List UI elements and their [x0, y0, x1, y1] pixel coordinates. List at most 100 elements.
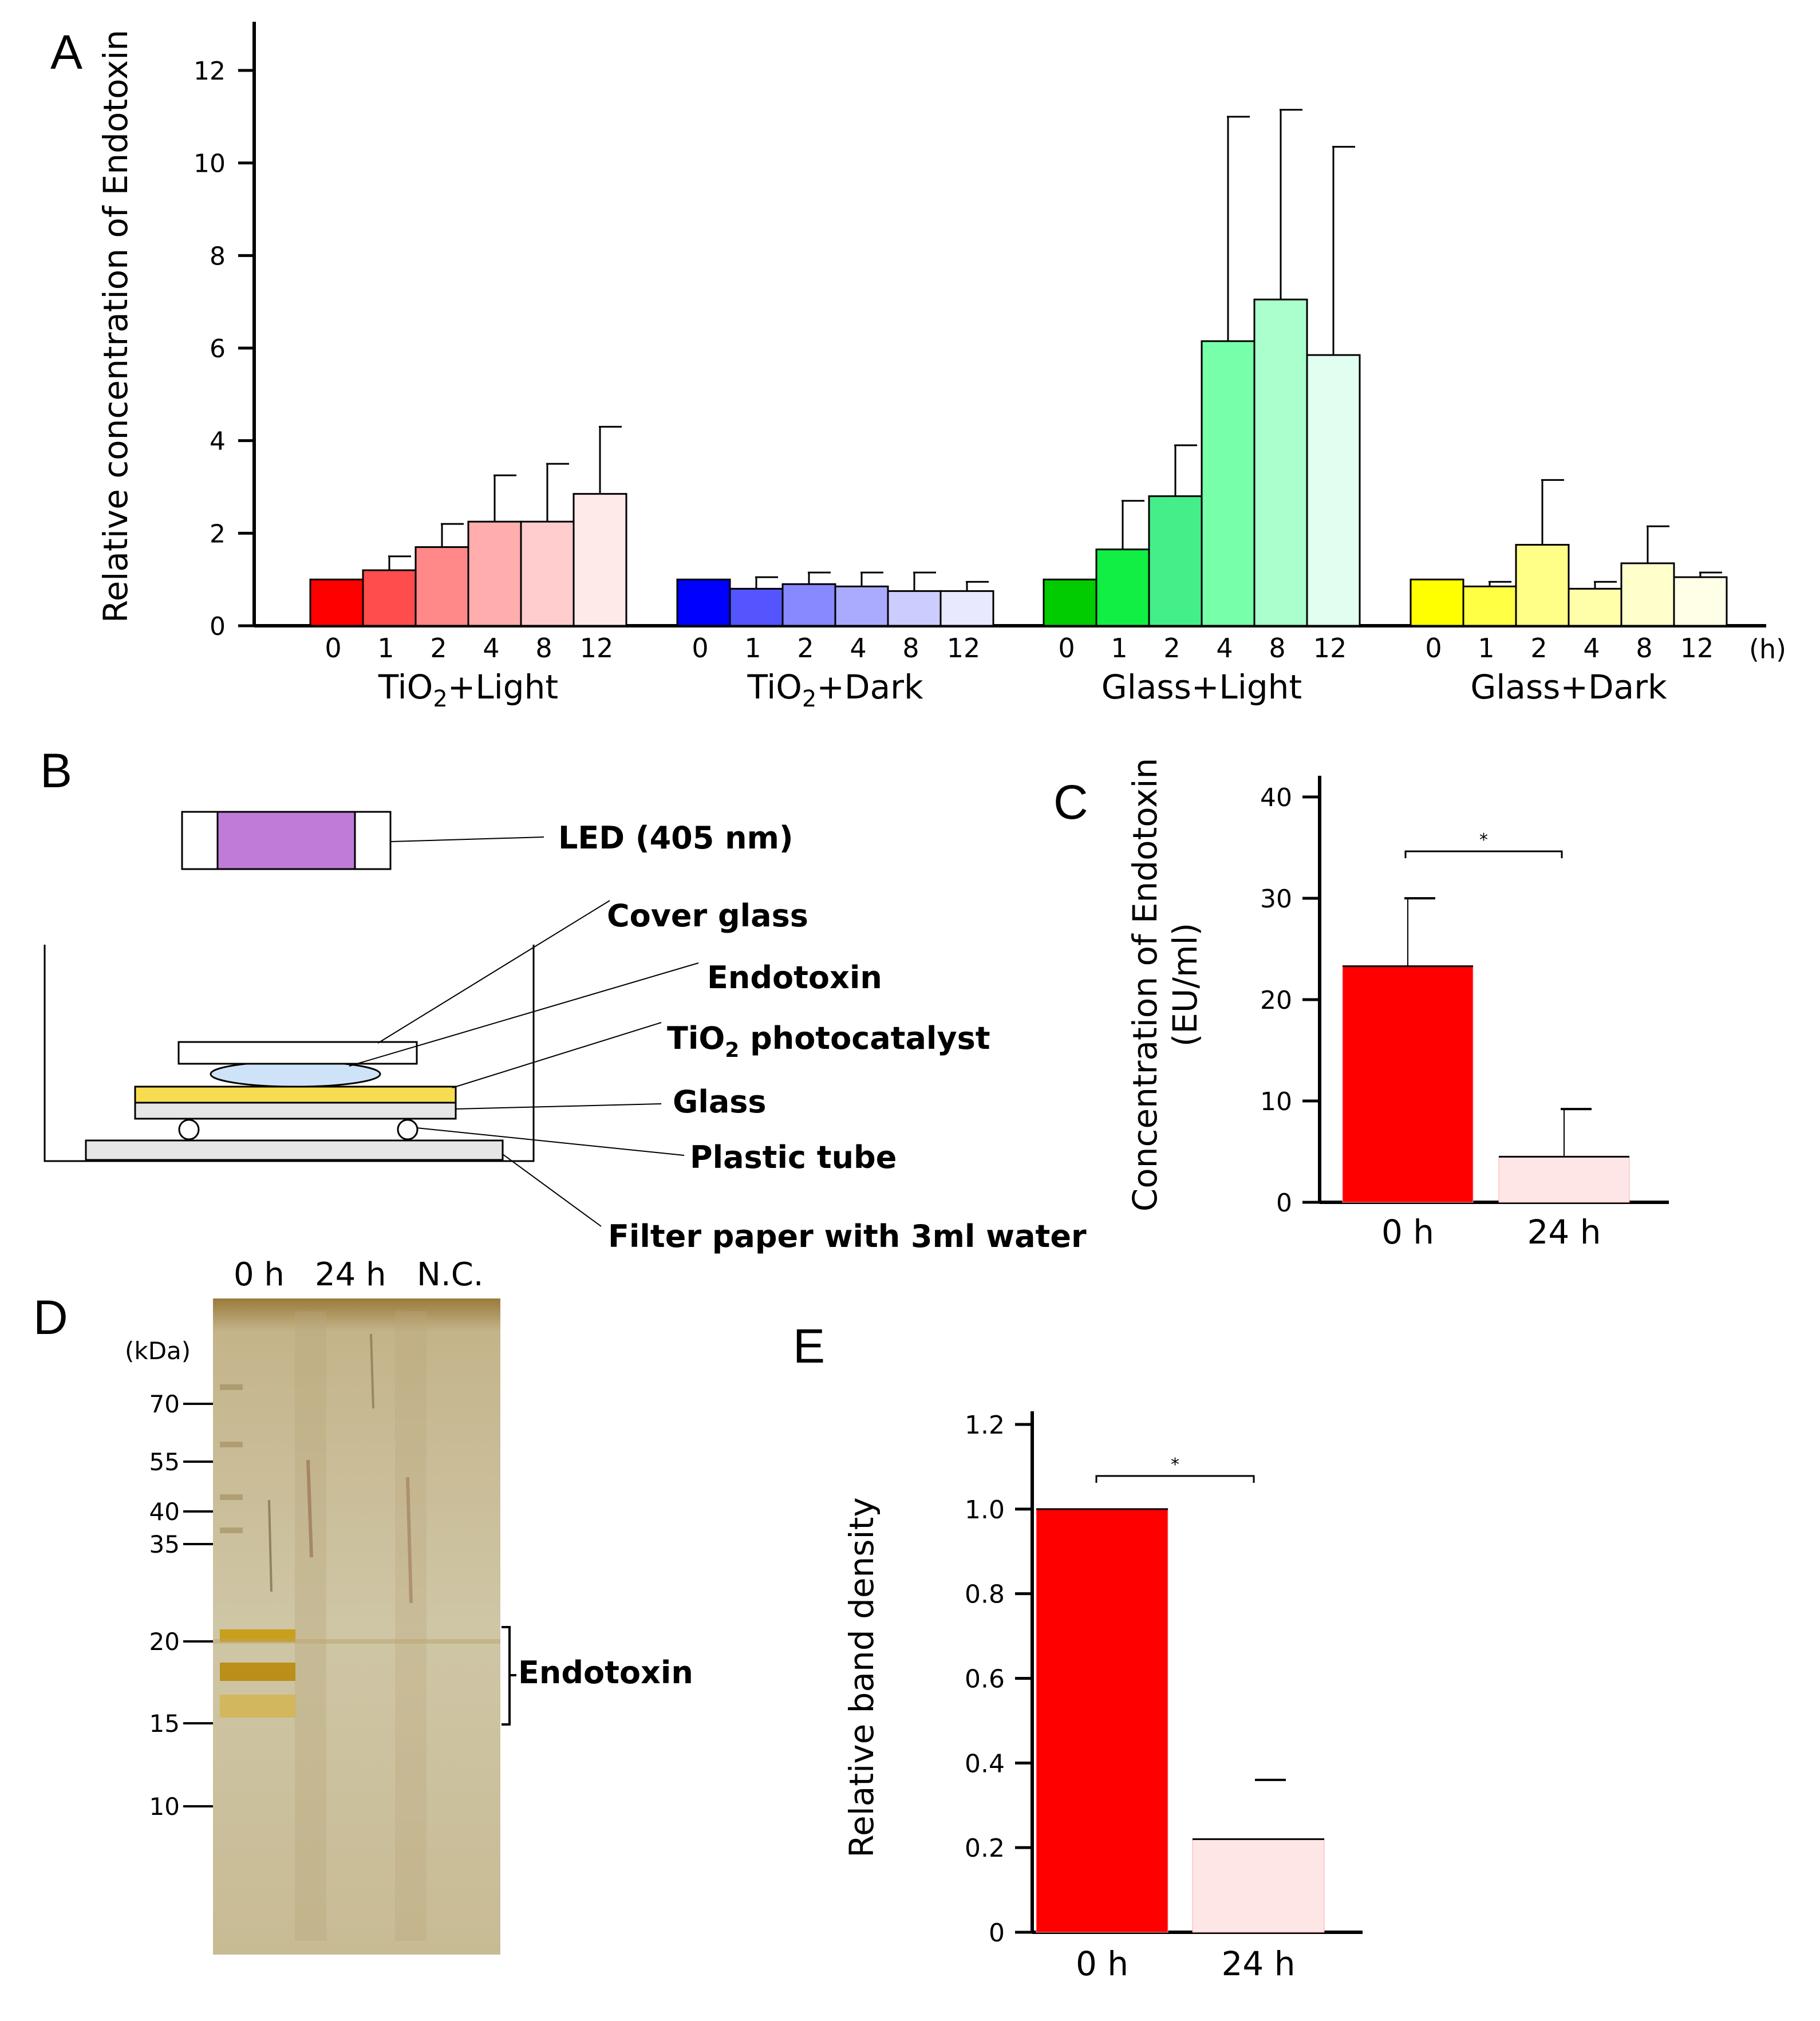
- bar: [1342, 966, 1474, 1203]
- bar: [1253, 298, 1308, 627]
- mw-marker-label: 20: [149, 1628, 180, 1656]
- label-filter-paper: Filter paper with 3ml water: [608, 1218, 1087, 1254]
- x-unit-label: (h): [1749, 634, 1786, 665]
- bar: [1462, 585, 1517, 627]
- group-label: Glass+Dark: [1470, 668, 1667, 706]
- panel-label-d: D: [33, 1290, 68, 1344]
- bar: [1515, 544, 1570, 627]
- endotoxin-band: [220, 1695, 295, 1718]
- mw-marker-label: 35: [149, 1530, 180, 1558]
- bar: [414, 546, 469, 627]
- mw-unit-label: (kDa): [125, 1337, 191, 1365]
- plastic-tube-left: [178, 1119, 200, 1140]
- y-tick-label: 0: [989, 1919, 1005, 1948]
- y-axis-title: Relative concentration of Endotoxin: [96, 30, 135, 623]
- x-tick-label: 8: [1636, 633, 1652, 664]
- y-tick-label: 0: [1276, 1189, 1292, 1218]
- y-tick-label: 30: [1260, 885, 1292, 914]
- endotoxin-band: [220, 1663, 295, 1681]
- bar: [1043, 578, 1097, 627]
- significance-marker: *: [1171, 1455, 1179, 1475]
- lane-label: 24 h: [315, 1256, 386, 1293]
- bar: [1036, 1509, 1168, 1933]
- bar: [781, 583, 836, 627]
- x-tick-label: 4: [850, 633, 866, 664]
- y-tick-label: 0.8: [965, 1580, 1005, 1609]
- x-tick-label: 8: [1269, 633, 1285, 664]
- bar: [1148, 495, 1203, 627]
- gel-image: 0 h 24 h N.C. (kDa) 70 55 40 35 20 15 10 Endot…: [125, 1256, 693, 1955]
- y-tick-label: 2: [210, 519, 226, 548]
- x-tick-label: 1: [377, 633, 394, 664]
- y-axis-title: Concentration of Endotoxin: [1126, 758, 1164, 1211]
- panel-label-e: E: [793, 1319, 825, 1373]
- significance-bracket: [1404, 850, 1563, 858]
- mw-marker-label: 15: [149, 1710, 180, 1738]
- y-tick-label: 0.6: [965, 1665, 1005, 1694]
- mw-marker-label: 40: [149, 1498, 180, 1526]
- y-tick-label: 6: [210, 334, 226, 364]
- label-cover-glass: Cover glass: [607, 898, 808, 934]
- bar: [887, 590, 942, 627]
- x-tick-label: 2: [1163, 633, 1180, 664]
- container: [44, 945, 535, 1162]
- group-label: Glass+Light: [1102, 668, 1302, 706]
- label-glass: Glass: [673, 1084, 767, 1120]
- x-tick-label: 1: [744, 633, 761, 664]
- group-label: TiO2+Dark: [747, 668, 923, 712]
- x-tick-label: 0: [1425, 633, 1442, 664]
- x-tick-label: 12: [1313, 633, 1347, 664]
- bar: [1410, 578, 1464, 627]
- significance-bracket: [1095, 1475, 1255, 1483]
- x-tick-label: 0: [692, 633, 708, 664]
- bar: [729, 587, 784, 627]
- group-label: TiO2+Light: [378, 668, 558, 712]
- bar: [1568, 587, 1622, 627]
- mw-marker-label: 55: [149, 1448, 180, 1476]
- cover-glass: [177, 1041, 418, 1065]
- x-tick-label: 2: [430, 633, 447, 664]
- x-tick-label: 12: [580, 633, 614, 664]
- x-tick-label: 0 h: [1076, 1944, 1128, 1983]
- bar: [573, 493, 627, 627]
- plastic-tube-right: [397, 1119, 419, 1140]
- y-tick-label: 0: [210, 612, 226, 641]
- panel-label-b: B: [40, 744, 72, 798]
- y-tick-label: 0.2: [965, 1834, 1005, 1863]
- y-tick-label: 0.4: [965, 1749, 1005, 1778]
- glass-slide: [134, 1102, 457, 1120]
- label-led: LED (405 nm): [558, 820, 793, 856]
- y-tick-label: 12: [194, 57, 226, 86]
- label-plastic-tube: Plastic tube: [690, 1139, 897, 1175]
- y-tick-label: 1.0: [965, 1495, 1005, 1525]
- bar: [309, 578, 364, 627]
- y-tick-label: 10: [1260, 1087, 1292, 1116]
- x-tick-label: 2: [1530, 633, 1547, 664]
- bar: [362, 569, 417, 627]
- y-tick-label: 4: [210, 427, 226, 456]
- y-tick-label: 40: [1260, 783, 1292, 812]
- y-tick-label: 8: [210, 242, 226, 271]
- x-tick-label: 2: [797, 633, 814, 664]
- x-tick-label: 0 h: [1381, 1213, 1434, 1252]
- mw-marker-label: 70: [149, 1390, 180, 1418]
- x-tick-label: 12: [1680, 633, 1714, 664]
- bar: [834, 585, 889, 627]
- tio2-layer: [134, 1086, 457, 1104]
- band-label: Endotoxin: [518, 1655, 693, 1691]
- mw-marker-label: 10: [149, 1793, 180, 1821]
- filter-paper: [85, 1139, 504, 1161]
- bar: [1201, 340, 1256, 627]
- y-axis-title: Relative band density: [842, 1497, 881, 1857]
- panel-label-c: C: [1053, 775, 1088, 829]
- endotoxin-drop: [210, 1060, 381, 1088]
- significance-marker: *: [1479, 830, 1488, 850]
- x-tick-label: 0: [325, 633, 341, 664]
- setup-diagram: LED (405 nm) Cover glass Endotoxin TiO2 …: [44, 811, 1087, 1254]
- y-tick-label: 1.2: [965, 1411, 1005, 1440]
- bar: [1498, 1156, 1630, 1203]
- mw-markers: 70 55 40 35 20 15 10: [149, 1390, 213, 1821]
- y-tick-label: 10: [194, 149, 226, 179]
